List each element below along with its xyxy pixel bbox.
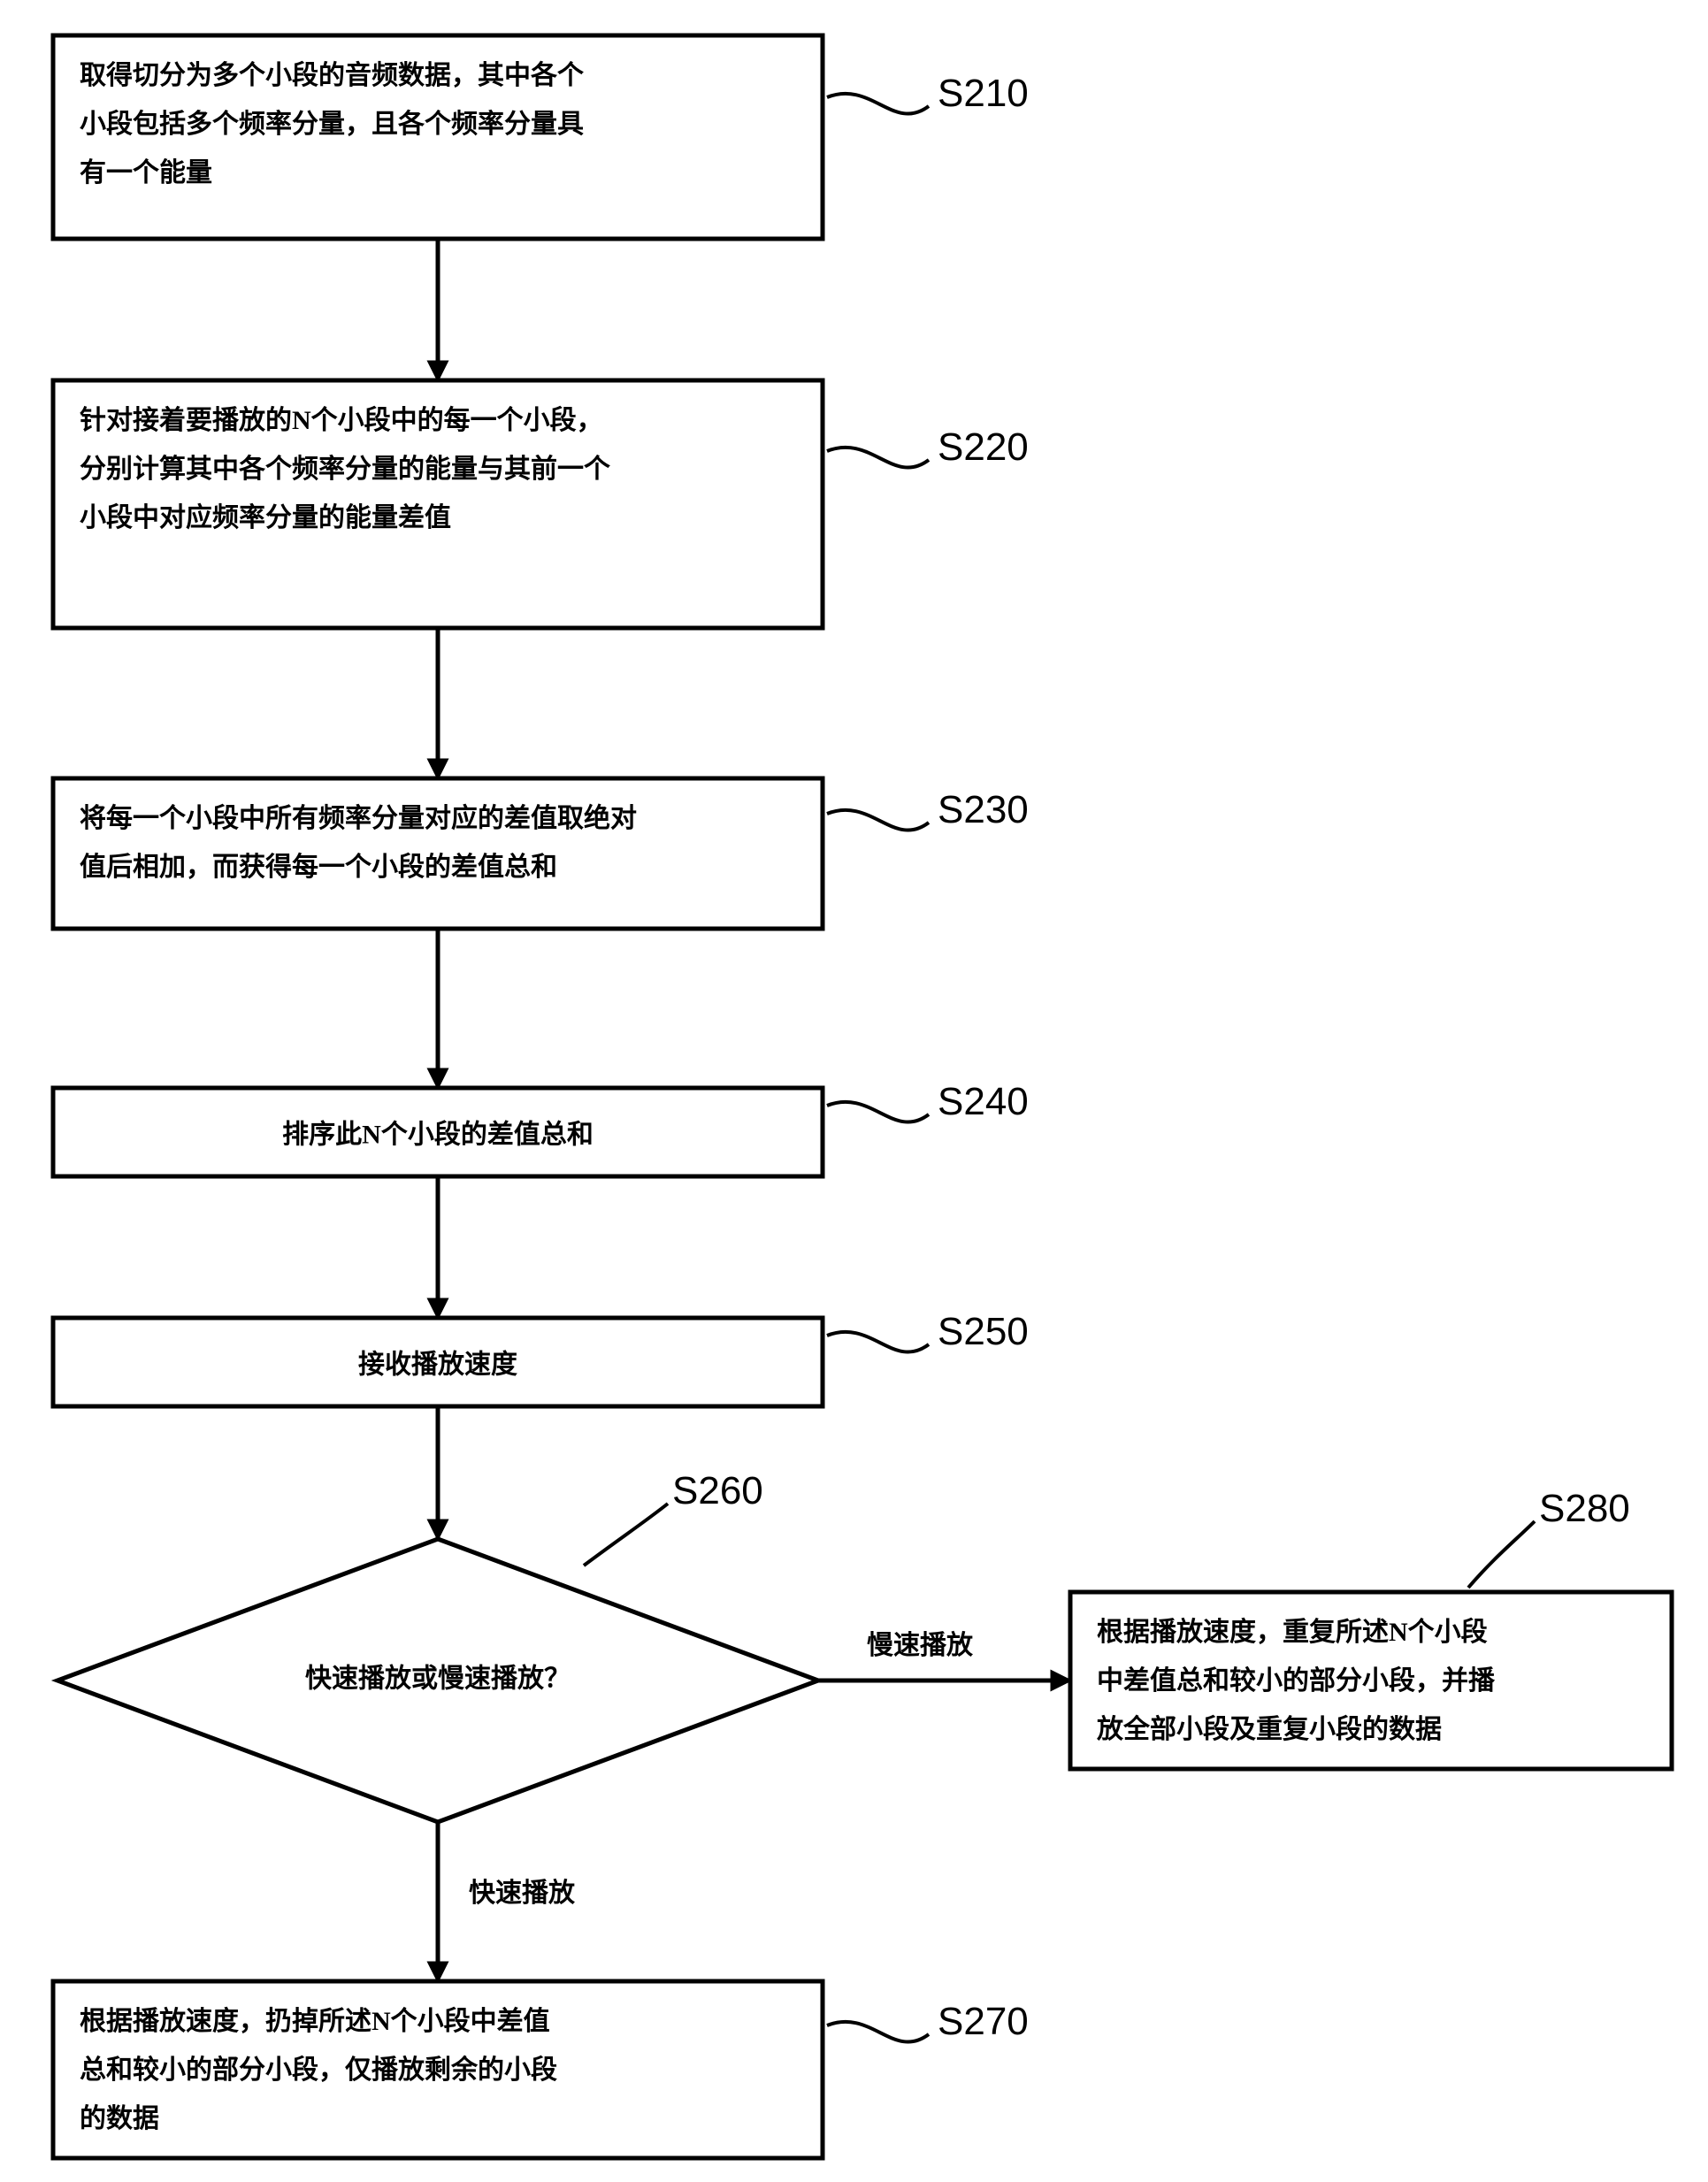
step-label: S240 [938, 1080, 1029, 1123]
node-text: 分别计算其中各个频率分量的能量与其前一个 [80, 454, 611, 484]
node-text: 针对接着要播放的N个小段中的每一个小段， [80, 405, 603, 435]
step-label: S250 [938, 1310, 1029, 1353]
node-text: 小段包括多个频率分量，且各个频率分量具 [80, 109, 584, 139]
node-text: 值后相加，而获得每一个小段的差值总和 [80, 852, 557, 882]
node-text: 小段中对应频率分量的能量差值 [80, 502, 451, 532]
step-label: S280 [1539, 1487, 1630, 1530]
step-label: S220 [938, 425, 1029, 469]
edge-label: 快速播放 [469, 1879, 576, 1908]
step-label: S230 [938, 788, 1029, 831]
node-text: 取得切分为多个小段的音频数据，其中各个 [80, 60, 585, 90]
node-text: 快速播放或慢速播放？ [305, 1665, 571, 1694]
step-label: S270 [938, 2000, 1029, 2043]
edge-label: 慢速播放 [867, 1631, 974, 1660]
node-text: 有一个能量 [80, 158, 212, 188]
node-text: 将每一个小段中所有频率分量对应的差值取绝对 [80, 803, 637, 833]
node-text: 总和较小的部分小段，仅播放剩余的小段 [80, 2055, 557, 2085]
node-text: 接收播放速度 [358, 1351, 517, 1380]
node-text: 放全部小段及重复小段的数据 [1096, 1714, 1442, 1744]
node-text: 中差值总和较小的部分小段，并播 [1097, 1665, 1496, 1696]
node-text: 根据播放速度，扔掉所述N个小段中差值 [80, 2006, 550, 2036]
node-text: 根据播放速度，重复所述N个小段 [1097, 1617, 1488, 1647]
node-text: 排序此N个小段的差值总和 [282, 1120, 594, 1150]
step-label: S210 [938, 72, 1029, 115]
node-text: 的数据 [80, 2104, 159, 2133]
flowchart-diagram: 快速播放 慢速播放 取得切分为多个小段的音频数据，其中各个小段包括多个频率分量，且各… [0, 0, 1708, 2182]
step-label: S260 [672, 1469, 763, 1512]
